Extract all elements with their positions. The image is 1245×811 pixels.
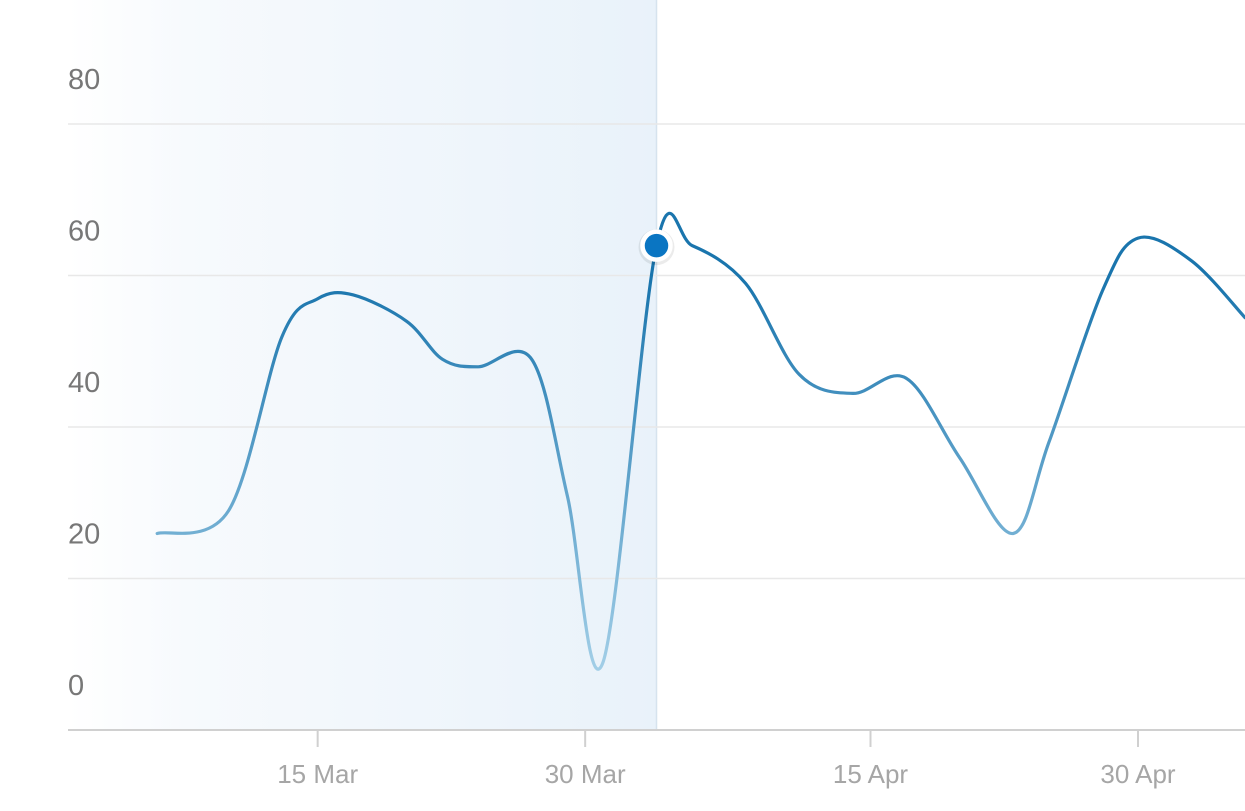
y-tick-label: 20 <box>68 519 100 551</box>
x-tick-label: 30 Apr <box>1100 759 1176 789</box>
y-tick-label: 80 <box>68 64 100 96</box>
y-tick-label: 40 <box>68 367 100 399</box>
highlight-range <box>68 0 657 730</box>
y-tick-label: 0 <box>68 670 84 702</box>
y-tick-label: 60 <box>68 216 100 248</box>
data-point-marker[interactable] <box>640 229 673 262</box>
x-tick-label: 15 Mar <box>277 759 358 789</box>
x-tick-label: 15 Apr <box>833 759 909 789</box>
x-tick-label: 30 Mar <box>545 759 626 789</box>
